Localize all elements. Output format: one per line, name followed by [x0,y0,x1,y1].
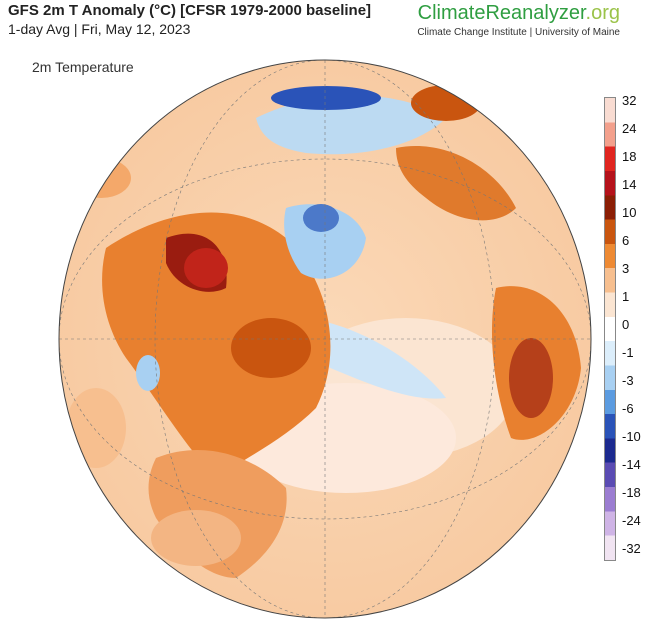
colorbar-tick-label: 18 [622,149,637,164]
pacific-warm [71,158,131,198]
us-west-cool [136,355,160,391]
brand-suffix: .org [585,2,620,24]
colorbar-tick-label: 3 [622,261,630,276]
globe-map [58,59,592,619]
cool-band [296,318,446,399]
canada-hotspot [184,248,228,288]
scandinavia-warm [396,146,516,221]
arctic-cool [256,95,446,155]
colorbar-tick-label: 1 [622,289,630,304]
colorbar-tick-label: 14 [622,177,637,192]
hudson-warm [231,318,311,378]
colorbar-tick-label: 10 [622,205,637,220]
colorbar-tick-label: 6 [622,233,630,248]
brand-logo[interactable]: ClimateReanalyzer.org [418,2,620,25]
colorbar-tick-label: -18 [622,485,641,500]
colorbar-tick-label: -6 [622,401,634,416]
colorbar-tick-label: 0 [622,317,630,332]
pacific-mild [66,388,126,468]
siberia-cold [271,86,381,110]
greenland-cold [303,204,339,232]
brand-name: ClimateReanalyzer [417,2,586,24]
variable-label: 2m Temperature [32,59,134,75]
colorbar-tick-label: -32 [622,541,641,556]
colorbar-tick-label: -1 [622,345,634,360]
colorbar-tick-label: -3 [622,373,634,388]
map-title: GFS 2m T Anomaly (°C) [CFSR 1979-2000 ba… [8,2,372,19]
colorbar-tick-label: -14 [622,457,641,472]
map-subtitle: 1-day Avg | Fri, May 12, 2023 [8,21,191,37]
colorbar-tick-label: 32 [622,93,637,108]
colorbar [604,97,616,561]
globe-outline [58,59,592,619]
colorbar-tick-label: -24 [622,513,641,528]
colorbar-tick-label: 24 [622,121,637,136]
south-america-mild [151,510,241,566]
graticule [59,60,591,618]
brand-affiliation: Climate Change Institute | University of… [417,27,620,38]
colorbar-tick-label: -10 [622,429,641,444]
africa-hotspot [509,338,553,418]
